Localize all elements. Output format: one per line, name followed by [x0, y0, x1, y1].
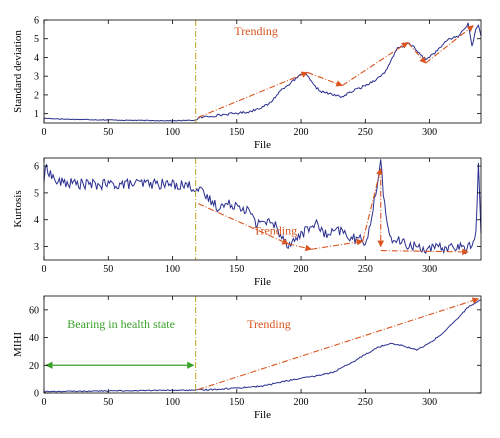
- kurtosis-panel: 0 50 100 150 200 250 300 3 4 5 6 Trending File Kur…: [12, 157, 482, 288]
- kurtosis-x-tick-label: 200: [294, 264, 309, 275]
- std-dev-trend-arrow-1: [307, 71, 343, 87]
- std-dev-x-tick-label: 200: [294, 127, 309, 138]
- std-dev-axes-layer: 0 50 100 150 200 250 300 1 2 3 4 5 6: [34, 16, 482, 138]
- mihi-trend-arrow-0: [198, 297, 480, 391]
- std-dev-x-tick-label: 50: [103, 127, 113, 138]
- kurtosis-trending-label: Trending: [254, 224, 298, 238]
- std-dev-x-tick-label: 300: [422, 127, 437, 138]
- kurtosis-x-tick-label: 250: [358, 264, 373, 275]
- mihi-y-axis-label: MIHI: [12, 332, 24, 357]
- kurtosis-x-axis-label: File: [254, 276, 271, 288]
- kurtosis-trend-arrow-5: [380, 248, 469, 256]
- std-dev-y-tick-label: 5: [34, 34, 39, 45]
- kurtosis-trend-arrow-1: [288, 243, 312, 252]
- std-dev-x-tick-label: 250: [358, 127, 373, 138]
- kurtosis-series-line: [43, 159, 482, 255]
- mihi-x-axis-label: File: [254, 409, 271, 421]
- std-dev-x-tick-label: 0: [42, 127, 47, 138]
- std-dev-trend-arrow-4: [425, 25, 474, 64]
- kurtosis-y-axis-label: Kurtosis: [12, 190, 24, 227]
- mihi-y-tick-label: 60: [29, 305, 39, 316]
- std-dev-trend-arrow-2: [341, 42, 409, 87]
- kurtosis-series-layer: [43, 159, 482, 255]
- mihi-y-tick-label: 20: [29, 361, 39, 372]
- mihi-x-tick-label: 100: [165, 397, 180, 408]
- std-dev-trend-layer: [195, 20, 474, 123]
- kurtosis-trend-arrow-2: [311, 238, 364, 250]
- kurtosis-x-tick-label: 50: [103, 264, 113, 275]
- mihi-axes-frame: [43, 295, 482, 394]
- std-dev-y-tick-label: 2: [34, 90, 39, 101]
- kurtosis-x-tick-label: 0: [42, 264, 47, 275]
- kurtosis-y-tick-label: 4: [34, 215, 39, 226]
- std-dev-y-tick-label: 1: [34, 109, 39, 120]
- kurtosis-x-tick-label: 300: [422, 264, 437, 275]
- std-dev-y-axis-label: Standard deviation: [12, 30, 24, 113]
- std-dev-trend-arrow-3: [407, 42, 427, 64]
- kurtosis-trend-arrow-3: [362, 168, 383, 242]
- std-dev-x-tick-label: 150: [229, 127, 244, 138]
- mihi-x-tick-label: 0: [42, 397, 47, 408]
- std-dev-trending-label: Trending: [234, 24, 278, 38]
- kurtosis-y-tick-label: 5: [34, 188, 39, 199]
- mihi-axes-layer: 0 50 100 150 200 250 300 0 20 40 60: [29, 295, 482, 408]
- std-dev-y-tick-label: 6: [34, 16, 39, 27]
- std-dev-y-tick-label: 4: [34, 53, 39, 64]
- mihi-x-tick-label: 50: [103, 397, 113, 408]
- std-dev-y-tick-label: 3: [34, 72, 39, 83]
- mihi-health-state-label: Bearing in health state: [67, 317, 175, 331]
- std-dev-trend-arrow-0: [198, 71, 309, 118]
- mihi-x-tick-label: 300: [422, 397, 437, 408]
- mihi-x-tick-label: 150: [229, 397, 244, 408]
- kurtosis-x-tick-label: 150: [229, 264, 244, 275]
- kurtosis-axes-layer: 0 50 100 150 200 250 300 3 4 5 6: [34, 157, 482, 275]
- mihi-x-tick-label: 200: [294, 397, 309, 408]
- mihi-trending-label: Trending: [247, 317, 291, 331]
- std-dev-x-axis-label: File: [254, 139, 271, 151]
- kurtosis-y-tick-label: 3: [34, 242, 39, 253]
- kurtosis-trend-layer: [195, 158, 469, 260]
- mihi-series-layer: [43, 299, 482, 393]
- kurtosis-axes-frame: [43, 157, 482, 261]
- kurtosis-trend-arrow-0: [198, 203, 289, 245]
- mihi-series-line: [43, 299, 482, 393]
- kurtosis-x-tick-label: 100: [165, 264, 180, 275]
- mihi-panel: 0 50 100 150 200 250 300 0 20 40 60 Bearing in hea…: [12, 295, 482, 421]
- mihi-y-tick-label: 40: [29, 333, 39, 344]
- std-dev-x-tick-label: 100: [165, 127, 180, 138]
- kurtosis-y-tick-label: 6: [34, 162, 39, 173]
- std-dev-panel: 0 50 100 150 200 250 300 1 2 3 4 5 6 Trending File S…: [12, 16, 482, 151]
- mihi-trend-layer: [45, 296, 480, 393]
- mihi-y-tick-label: 0: [34, 389, 39, 400]
- std-dev-axes-frame: [43, 19, 482, 124]
- mihi-x-tick-label: 250: [358, 397, 373, 408]
